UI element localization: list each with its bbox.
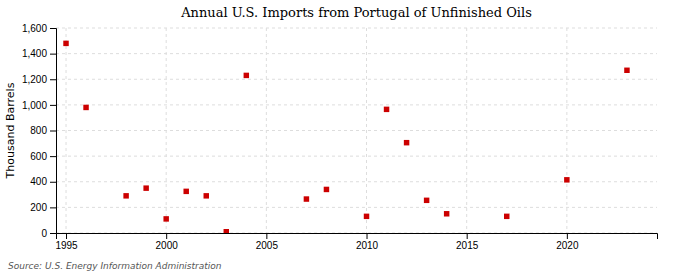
chart: 1995 2000 2005 2010 2015 2020 0 200 400 600 800 1,0… [0, 0, 675, 275]
tick-mark [50, 28, 56, 29]
tick-label: 1,200 [22, 74, 47, 85]
grid-line-x [366, 28, 367, 233]
tick-label: 1,000 [22, 100, 47, 111]
tick-mark [66, 233, 67, 239]
grid-line-y [56, 104, 657, 105]
tick: 400 [30, 176, 56, 187]
tick-mark [567, 233, 568, 239]
point [83, 105, 88, 110]
tick: 2010 [356, 233, 379, 251]
tick-label: 2010 [356, 240, 379, 251]
tick: 1,400 [22, 48, 56, 59]
tick-label: 0 [41, 228, 47, 239]
tick-mark [166, 233, 167, 239]
point [624, 68, 629, 73]
annotation: Source: U.S. Energy Information Administ… [8, 261, 222, 271]
chart-container: 1995 2000 2005 2010 2015 2020 0 200 400 600 800 1,0… [0, 0, 675, 275]
title: Annual U.S. Imports from Portugal of Unf… [180, 5, 532, 20]
point [404, 140, 409, 145]
tick-label: 2020 [556, 240, 579, 251]
point [304, 196, 309, 201]
tick: 1,200 [22, 74, 56, 85]
point [424, 198, 429, 203]
point [504, 214, 509, 219]
grid-line-x [566, 28, 567, 233]
tick-label: 1,600 [22, 23, 47, 34]
tick-label: 1995 [55, 240, 78, 251]
tick: 600 [30, 151, 56, 162]
tick-label: 2005 [256, 240, 279, 251]
tick-label: 1,400 [22, 48, 47, 59]
axis-line [57, 234, 658, 240]
tick-mark [50, 207, 56, 208]
y-axis-title: Thousand Barrels [4, 82, 17, 179]
tick-mark [50, 105, 56, 106]
tick-mark [50, 233, 56, 234]
tick: 2005 [256, 233, 279, 251]
tick: 1995 [55, 233, 78, 251]
grid [56, 28, 657, 233]
plot: 1995 2000 2005 2010 2015 2020 0 200 400 600 800 1,0… [22, 23, 658, 251]
grid-line-x [266, 28, 267, 233]
point [384, 107, 389, 112]
point [183, 189, 188, 194]
point [163, 216, 168, 221]
tick-mark [50, 131, 56, 132]
tick-mark [50, 156, 56, 157]
point [204, 193, 209, 198]
point [143, 185, 148, 190]
tick: 2020 [556, 233, 579, 251]
tick: 800 [30, 125, 56, 136]
points [63, 41, 629, 233]
grid-line-x [166, 28, 167, 233]
y-axis: 0 200 400 600 800 1,000 1,200 1,400 1,600 [22, 23, 57, 239]
tick: 1,600 [22, 23, 56, 34]
grid-line-y [56, 207, 657, 208]
x-axis: 1995 2000 2005 2010 2015 2020 [55, 233, 657, 251]
tick-label: 800 [30, 125, 47, 136]
point [444, 211, 449, 216]
tick-label: 200 [30, 202, 47, 213]
point [63, 41, 68, 46]
tick-label: 2000 [156, 240, 179, 251]
tick-label: 400 [30, 176, 47, 187]
tick-label: 600 [30, 151, 47, 162]
tick-mark [266, 233, 267, 239]
axis-line [50, 29, 57, 234]
tick-mark [367, 233, 368, 239]
tick-mark [50, 54, 56, 55]
tick: 2015 [456, 233, 479, 251]
point [244, 73, 249, 78]
point [324, 187, 329, 192]
tick: 1,000 [22, 100, 56, 111]
point [123, 193, 128, 198]
point [364, 214, 369, 219]
tick: 2000 [156, 233, 179, 251]
point [564, 177, 569, 182]
grid-line-x [466, 28, 467, 233]
tick: 0 [41, 228, 56, 239]
point [224, 229, 229, 233]
tick-mark [50, 182, 56, 183]
tick-label: 2015 [456, 240, 479, 251]
tick-mark [50, 79, 56, 80]
grid-line-x [66, 28, 67, 233]
tick: 200 [30, 202, 56, 213]
tick-mark [467, 233, 468, 239]
